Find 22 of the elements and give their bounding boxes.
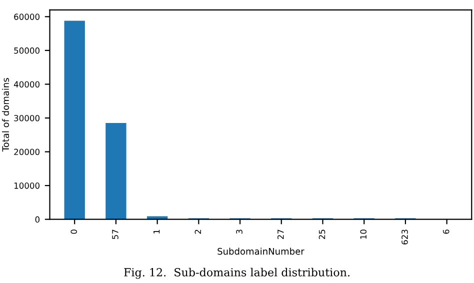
y-tick-label: 40000 xyxy=(14,81,40,88)
x-tick-label: 27 xyxy=(277,230,284,240)
bar xyxy=(64,20,85,220)
x-axis-title: SubdomainNumber xyxy=(218,248,304,255)
x-tick-label: 623 xyxy=(402,230,408,244)
x-tick-label: 0 xyxy=(70,230,78,234)
x-tick-label: 57 xyxy=(112,230,118,240)
y-tick-label: 60000 xyxy=(14,14,40,20)
y-tick-label: 10000 xyxy=(14,182,40,189)
x-tick-label: 1 xyxy=(154,230,160,234)
y-tick-label: 30000 xyxy=(14,114,40,122)
y-axis-title: Total of domains xyxy=(2,78,10,152)
x-tick-label: 10 xyxy=(360,230,367,239)
bar xyxy=(106,123,126,220)
y-tick-label: 50000 xyxy=(14,47,40,54)
x-tick-label: 6 xyxy=(442,230,450,234)
x-tick-label: 3 xyxy=(236,230,242,234)
y-tick-label: 20000 xyxy=(14,148,40,156)
x-tick-label: 2 xyxy=(194,230,201,234)
caption: Fig. 12. Sub-domains label distribution. xyxy=(124,268,350,279)
x-tick-label: 25 xyxy=(318,230,326,240)
y-tick-label: 0 xyxy=(35,216,40,223)
